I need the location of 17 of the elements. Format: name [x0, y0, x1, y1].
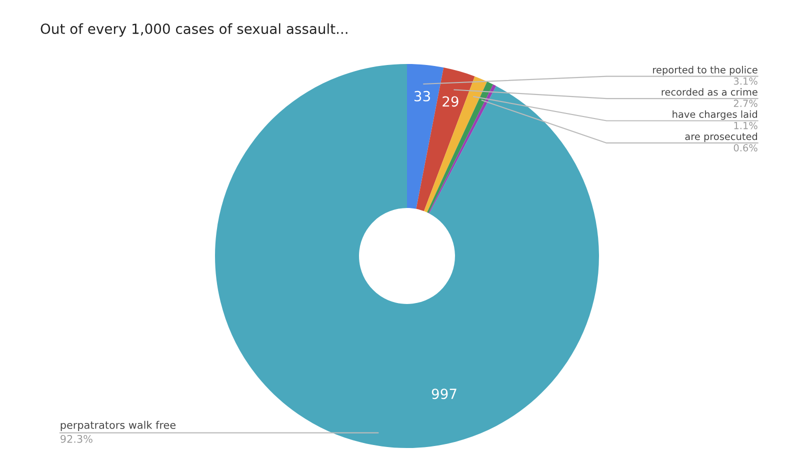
donut-slice	[215, 64, 599, 448]
data-label: 29	[442, 96, 458, 107]
slice-label: are prosecuted	[685, 132, 758, 142]
data-label: 33	[414, 90, 430, 102]
slice-label: reported to the police	[653, 66, 758, 76]
text: 0.6%	[734, 144, 758, 152]
text: 92.3%	[60, 434, 92, 443]
text: 2.7%	[734, 100, 758, 108]
chart-title: Out of every 1,000 cases of sexual assault...	[40, 23, 348, 37]
text: 3.1%	[734, 77, 758, 85]
text: 1.1%	[734, 122, 758, 130]
data-label: 997	[432, 388, 456, 400]
donut-slice	[407, 64, 444, 209]
slice-label: have charges laid	[672, 110, 758, 120]
slice-label: perpatrators walk free	[60, 420, 176, 431]
slice-label: recorded as a crime	[662, 88, 758, 96]
donut-slice	[416, 68, 475, 212]
